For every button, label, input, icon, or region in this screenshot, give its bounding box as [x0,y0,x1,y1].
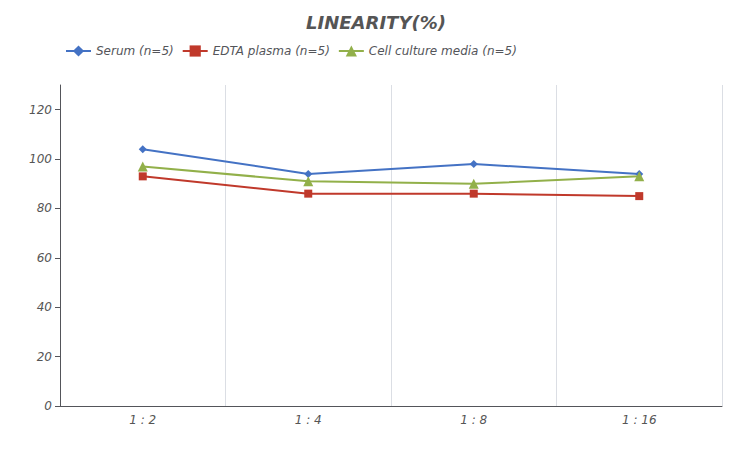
svg-text:LINEARITY(%): LINEARITY(%) [306,12,446,33]
svg-text:120: 120 [29,103,52,117]
svg-text:40: 40 [37,300,53,314]
svg-text:100: 100 [29,152,52,166]
svg-text:60: 60 [37,251,53,265]
svg-text:0: 0 [44,399,52,413]
svg-text:20: 20 [37,350,53,364]
svg-text:EDTA plasma (n=5): EDTA plasma (n=5) [213,44,330,58]
svg-text:80: 80 [37,201,53,215]
svg-text:1 : 2: 1 : 2 [129,413,156,427]
svg-text:Serum (n=5): Serum (n=5) [96,44,174,58]
svg-text:1 : 16: 1 : 16 [622,413,657,427]
svg-text:1 : 4: 1 : 4 [295,413,322,427]
svg-text:1 : 8: 1 : 8 [460,413,487,427]
svg-text:Cell culture media (n=5): Cell culture media (n=5) [369,44,517,58]
